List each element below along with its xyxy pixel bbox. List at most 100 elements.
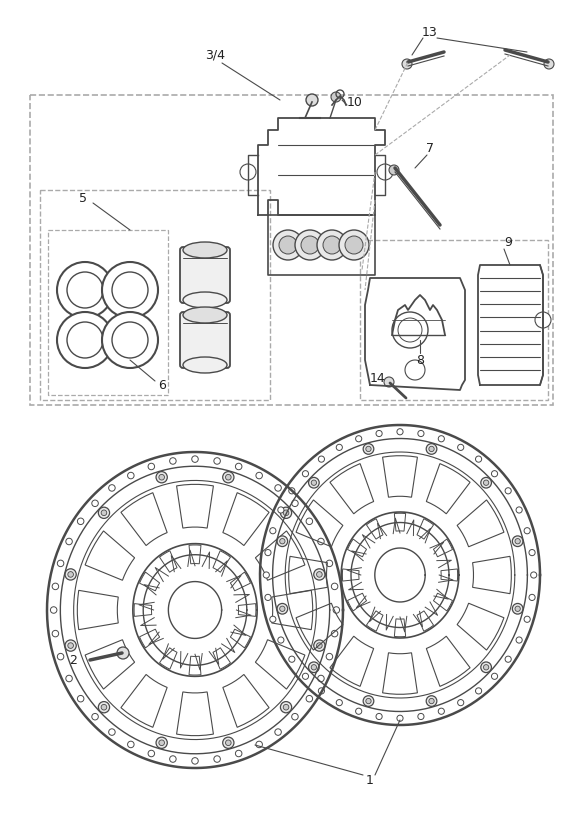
Circle shape: [92, 500, 99, 507]
FancyBboxPatch shape: [180, 312, 230, 368]
Circle shape: [283, 705, 289, 710]
Circle shape: [223, 471, 234, 483]
Circle shape: [308, 477, 319, 488]
Circle shape: [308, 662, 319, 672]
Circle shape: [476, 688, 482, 694]
Circle shape: [283, 510, 289, 516]
Circle shape: [345, 236, 363, 254]
Circle shape: [68, 643, 73, 648]
Circle shape: [108, 728, 115, 735]
Circle shape: [363, 695, 374, 706]
Circle shape: [336, 444, 342, 451]
Circle shape: [476, 456, 482, 462]
Circle shape: [273, 230, 303, 260]
Circle shape: [223, 737, 234, 748]
Circle shape: [52, 630, 59, 637]
Circle shape: [278, 507, 284, 513]
Circle shape: [170, 756, 176, 762]
Circle shape: [192, 757, 198, 764]
Circle shape: [67, 272, 103, 308]
Circle shape: [292, 500, 298, 507]
Circle shape: [405, 360, 425, 380]
Circle shape: [318, 456, 325, 462]
Circle shape: [339, 230, 369, 260]
Circle shape: [516, 637, 522, 643]
Circle shape: [277, 536, 287, 546]
Circle shape: [108, 485, 115, 491]
Circle shape: [102, 312, 158, 368]
Circle shape: [331, 583, 338, 590]
Circle shape: [156, 471, 167, 483]
Circle shape: [483, 480, 489, 485]
Circle shape: [92, 714, 99, 720]
Circle shape: [192, 456, 198, 462]
Circle shape: [529, 550, 535, 555]
Text: 10: 10: [347, 96, 363, 109]
Circle shape: [481, 662, 491, 672]
Circle shape: [363, 443, 374, 454]
Circle shape: [384, 377, 394, 387]
Circle shape: [317, 643, 322, 648]
Circle shape: [99, 701, 110, 713]
Circle shape: [376, 714, 382, 719]
Ellipse shape: [183, 242, 227, 258]
Circle shape: [491, 673, 498, 679]
Circle shape: [128, 741, 134, 747]
Circle shape: [303, 673, 308, 679]
Circle shape: [515, 606, 520, 611]
Circle shape: [306, 695, 312, 702]
Circle shape: [392, 312, 428, 348]
Circle shape: [292, 714, 298, 720]
Circle shape: [311, 480, 317, 485]
Circle shape: [279, 236, 297, 254]
Circle shape: [226, 475, 231, 480]
Circle shape: [148, 750, 154, 756]
Text: 2: 2: [69, 653, 77, 667]
Circle shape: [265, 550, 271, 555]
Circle shape: [418, 430, 424, 437]
Circle shape: [429, 699, 434, 704]
Text: 13: 13: [422, 26, 438, 39]
Circle shape: [311, 665, 317, 670]
Circle shape: [52, 583, 59, 590]
Circle shape: [377, 164, 393, 180]
Circle shape: [516, 507, 522, 513]
Circle shape: [236, 750, 242, 756]
Circle shape: [280, 606, 285, 611]
Circle shape: [295, 230, 325, 260]
Circle shape: [256, 472, 262, 479]
Circle shape: [314, 569, 325, 580]
Circle shape: [515, 539, 520, 544]
Circle shape: [159, 740, 164, 746]
Circle shape: [318, 675, 324, 681]
Circle shape: [512, 536, 523, 546]
Circle shape: [438, 436, 444, 442]
Circle shape: [280, 508, 292, 518]
Text: 8: 8: [416, 353, 424, 367]
Circle shape: [67, 322, 103, 358]
Circle shape: [483, 665, 489, 670]
Circle shape: [458, 444, 464, 451]
Circle shape: [156, 737, 167, 748]
Circle shape: [458, 700, 464, 705]
Text: 5: 5: [79, 191, 87, 204]
Circle shape: [270, 527, 276, 534]
Circle shape: [78, 518, 84, 525]
Text: 3/4: 3/4: [205, 49, 225, 62]
Circle shape: [65, 569, 76, 580]
Circle shape: [306, 94, 318, 106]
Circle shape: [66, 675, 72, 681]
Circle shape: [426, 695, 437, 706]
Circle shape: [277, 603, 287, 614]
Circle shape: [280, 701, 292, 713]
Circle shape: [280, 539, 285, 544]
Circle shape: [112, 272, 148, 308]
Ellipse shape: [183, 292, 227, 308]
Circle shape: [101, 510, 107, 516]
Circle shape: [397, 428, 403, 435]
Circle shape: [326, 653, 333, 660]
Circle shape: [57, 560, 64, 567]
Circle shape: [398, 318, 422, 342]
Circle shape: [240, 164, 256, 180]
Circle shape: [505, 488, 511, 494]
